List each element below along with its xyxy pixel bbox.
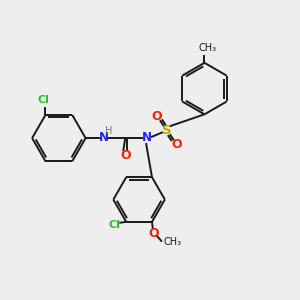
- Text: O: O: [152, 110, 162, 123]
- Text: S: S: [162, 124, 172, 137]
- Text: O: O: [120, 149, 130, 162]
- Text: Cl: Cl: [38, 95, 50, 105]
- Text: H: H: [105, 126, 112, 136]
- Text: O: O: [171, 138, 182, 151]
- Text: O: O: [149, 227, 159, 240]
- Text: CH₃: CH₃: [198, 43, 217, 53]
- Text: Cl: Cl: [108, 220, 120, 230]
- Text: N: N: [98, 130, 108, 144]
- Text: N: N: [142, 130, 152, 144]
- Text: CH₃: CH₃: [164, 237, 182, 247]
